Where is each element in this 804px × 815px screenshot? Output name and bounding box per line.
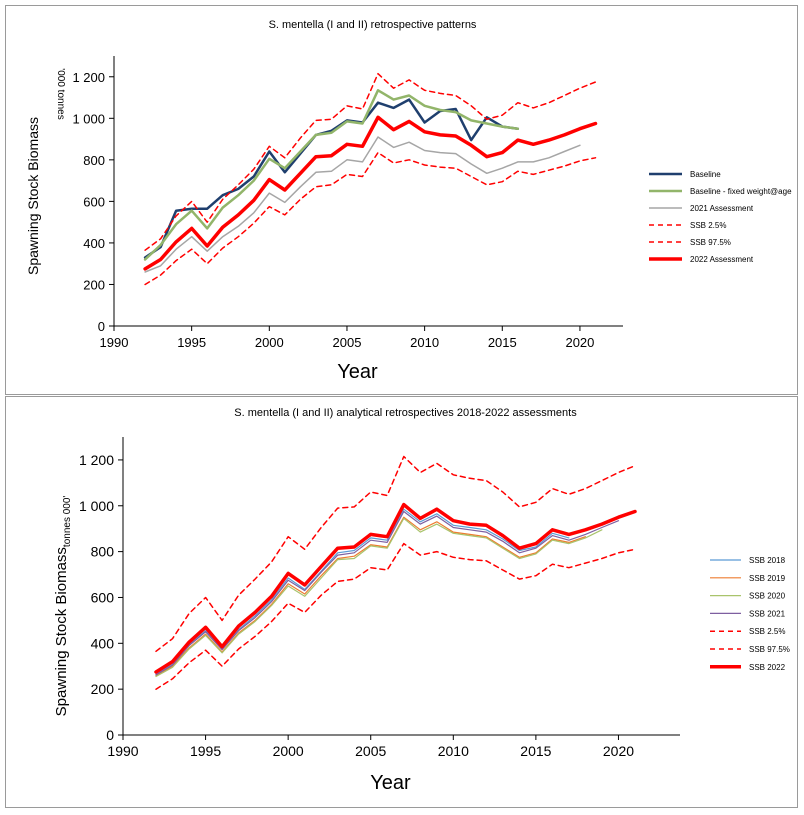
y-tick-label: 400 xyxy=(83,236,105,251)
y-tick-label: 1 200 xyxy=(79,452,114,468)
x-tick-label: 2010 xyxy=(438,743,469,759)
series-line-4 xyxy=(155,542,636,690)
legend-label: SSB 2022 xyxy=(749,663,786,672)
x-tick-label: 2010 xyxy=(410,335,439,350)
y-tick-label: 600 xyxy=(91,589,115,605)
y-tick-label: 200 xyxy=(91,681,115,697)
legend-label: SSB 2019 xyxy=(749,574,786,583)
x-tick-label: 2000 xyxy=(273,743,304,759)
y-tick-label: 800 xyxy=(91,544,115,560)
chart-panel-retrospective-patterns: S. mentella (I and II) retrospective pat… xyxy=(5,5,798,395)
series-line-1 xyxy=(155,516,587,677)
x-tick-label: 2015 xyxy=(520,743,551,759)
legend-label: 2022 Assessment xyxy=(690,255,754,264)
series-line-0 xyxy=(155,508,570,675)
x-tick-label: 2005 xyxy=(333,335,362,350)
chart-title: S. mentella (I and II) retrospective pat… xyxy=(269,19,477,31)
chart-panel-analytical-retrospectives: S. mentella (I and II) analytical retros… xyxy=(5,396,798,808)
series-line-1 xyxy=(143,89,520,261)
legend-label: SSB 97.5% xyxy=(690,238,731,247)
y-axis-label: Spawning Stock Biomass xyxy=(25,117,41,275)
x-tick-label: 1990 xyxy=(100,335,129,350)
series-line-5 xyxy=(143,115,598,271)
legend-label: SSB 2018 xyxy=(749,556,786,565)
y-tick-label: 0 xyxy=(106,727,114,743)
legend-label: SSB 97.5% xyxy=(749,645,790,654)
legend-label: Baseline - fixed weight@age xyxy=(690,187,792,196)
y-tick-label: 1 200 xyxy=(72,70,105,85)
series-line-2 xyxy=(144,136,581,273)
x-axis-label: Year xyxy=(337,361,378,383)
legend-label: SSB 2021 xyxy=(749,609,786,618)
y-tick-label: 800 xyxy=(83,153,105,168)
legend-label: 2021 Assessment xyxy=(690,204,754,213)
y-axis-unit: '000 tonnes xyxy=(55,68,66,119)
legend-label: SSB 2.5% xyxy=(749,627,785,636)
x-tick-label: 2005 xyxy=(355,743,386,759)
y-tick-label: 0 xyxy=(98,319,105,334)
series-line-4 xyxy=(144,72,597,251)
series-line-3 xyxy=(144,151,597,286)
y-tick-label: 600 xyxy=(83,194,105,209)
legend-label: SSB 2.5% xyxy=(690,221,726,230)
x-tick-label: 1995 xyxy=(190,743,221,759)
y-tick-label: 1 000 xyxy=(79,498,114,514)
x-tick-label: 1990 xyxy=(107,743,138,759)
series-line-0 xyxy=(143,98,520,259)
series-line-5 xyxy=(155,455,636,653)
series-line-2 xyxy=(155,517,603,678)
x-tick-label: 2015 xyxy=(488,335,517,350)
y-tick-label: 1 000 xyxy=(72,111,105,126)
chart-retrospective-patterns: S. mentella (I and II) retrospective pat… xyxy=(25,19,792,383)
legend-label: Baseline xyxy=(690,170,721,179)
y-axis-unit: tonnes 000' xyxy=(62,496,73,547)
legend-label: SSB 2020 xyxy=(749,592,786,601)
x-tick-label: 2000 xyxy=(255,335,284,350)
y-tick-label: 400 xyxy=(91,635,115,651)
y-axis-label-text: Spawning Stock Biomass xyxy=(53,547,70,716)
x-tick-label: 2020 xyxy=(565,335,594,350)
chart-title: S. mentella (I and II) analytical retros… xyxy=(234,407,577,419)
x-tick-label: 2020 xyxy=(603,743,634,759)
y-tick-label: 200 xyxy=(83,277,105,292)
series-line-6 xyxy=(154,502,637,674)
y-axis-label: Spawning Stock Biomasstonnes 000' xyxy=(53,496,73,717)
chart-analytical-retrospectives: S. mentella (I and II) analytical retros… xyxy=(53,407,790,794)
x-tick-label: 1995 xyxy=(177,335,206,350)
x-axis-label: Year xyxy=(370,772,411,794)
series-line-3 xyxy=(155,510,620,676)
